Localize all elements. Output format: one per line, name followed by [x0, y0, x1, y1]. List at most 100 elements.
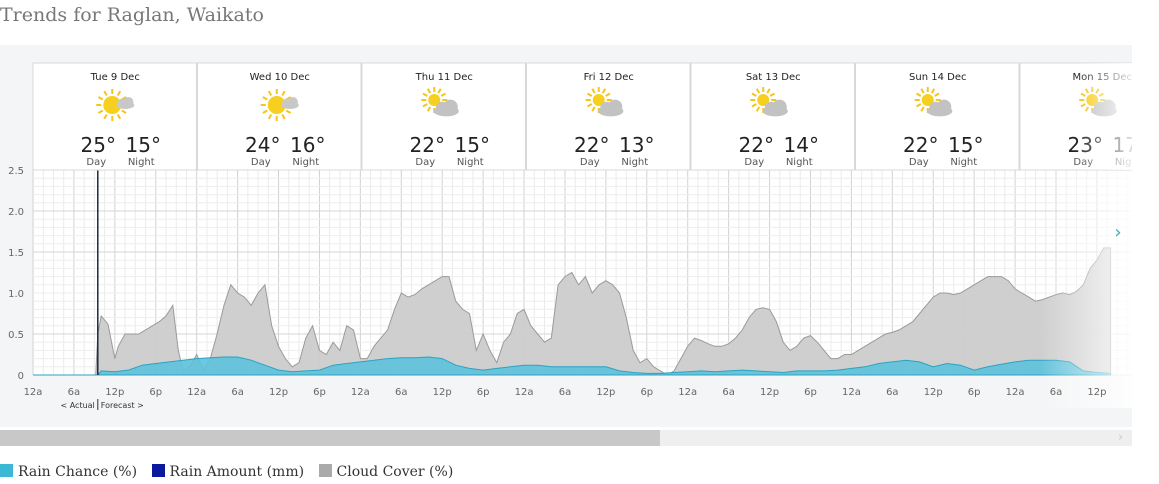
legend-rain-chance[interactable]: Rain Chance (%): [0, 464, 137, 480]
x-tick-label: 6a: [68, 387, 81, 398]
night-caption: Night: [950, 157, 977, 168]
scroll-right-arrow[interactable]: ›: [1118, 430, 1124, 445]
sun-ray: [262, 96, 268, 101]
x-tick-label: 12p: [760, 387, 779, 398]
sun-ray: [586, 103, 593, 108]
day-card-0[interactable]: Tue 9 Dec 25° 15° Day Night: [32, 62, 197, 171]
day-card-bg: [855, 62, 1020, 171]
night-caption: Night: [621, 157, 648, 168]
day-card-bg: [690, 62, 855, 171]
x-tick-label: 12a: [24, 387, 43, 398]
day-temp: 25°: [81, 133, 116, 157]
sun-ray: [769, 92, 776, 97]
sun-cloud-icon: [260, 89, 299, 121]
night-temp: 13°: [619, 133, 654, 157]
sun-disc: [428, 94, 441, 106]
sun-ray: [422, 103, 428, 108]
sun-disc: [103, 96, 122, 114]
day-label: Wed 10 Dec: [250, 72, 310, 83]
x-tick-label: 6p: [640, 387, 653, 398]
x-tick-label: 6a: [559, 387, 572, 398]
y-tick-label: 1.0: [8, 289, 24, 300]
day-caption: Day: [744, 157, 764, 168]
cloud-part: [936, 99, 952, 115]
sun-ray: [601, 88, 607, 94]
x-tick-label: 12p: [269, 387, 288, 398]
sun-ray: [755, 88, 761, 94]
night-caption: Night: [292, 157, 319, 168]
sun-ray: [755, 106, 761, 112]
x-tick-label: 12p: [1087, 387, 1106, 398]
x-tick-label: 6p: [313, 387, 326, 398]
legend: Rain Chance (%) Rain Amount (mm) Cloud C…: [0, 464, 463, 480]
sun-disc: [267, 96, 286, 114]
y-tick-label: 0.5: [8, 330, 24, 341]
partly-cloudy-icon: [750, 87, 788, 117]
day-label: Sat 13 Dec: [746, 72, 801, 83]
day-temp: 22°: [903, 133, 938, 157]
sun-ray: [422, 92, 428, 97]
forecast-label: Forecast >: [101, 401, 144, 410]
day-card-2[interactable]: Thu 11 Dec 22° 15° Day Night: [361, 62, 526, 171]
sun-ray: [103, 114, 108, 120]
day-card-4[interactable]: Sat 13 Dec 22° 14° Day Night: [690, 62, 855, 171]
legend-label: Rain Amount (mm): [169, 464, 305, 480]
day-caption: Day: [86, 157, 106, 168]
x-tick-label: 6p: [968, 387, 981, 398]
legend-rain-amount[interactable]: Rain Amount (mm): [151, 464, 305, 480]
day-temp: 22°: [574, 133, 609, 157]
partly-cloudy-icon: [914, 87, 953, 117]
night-temp: 15°: [948, 133, 983, 157]
partly-cloudy-icon: [421, 87, 459, 117]
trends-panel: 0 0.5 1.0 1.5 2.0 2.5 12a 6a 12p 6p 12a 6a 12p 6p 12a 6…: [0, 45, 1132, 427]
next-arrow-button[interactable]: ›: [1114, 222, 1121, 243]
day-card-bg: [32, 62, 197, 171]
card-fade: [1075, 63, 1132, 170]
sun-ray: [267, 90, 273, 96]
sun-ray: [586, 92, 593, 97]
x-tick-label: 12p: [924, 387, 943, 398]
day-temp: 22°: [739, 133, 774, 157]
x-tick-label: 12a: [187, 387, 206, 398]
day-card-bg: [197, 62, 362, 171]
sun-ray: [920, 106, 925, 112]
x-tick-label: 12p: [433, 387, 452, 398]
sun-ray: [285, 109, 292, 114]
day-card-bg: [361, 62, 526, 171]
y-tick-label: 0: [18, 371, 24, 382]
legend-cloud-cover[interactable]: Cloud Cover (%): [318, 464, 453, 480]
x-tick-label: 12p: [596, 387, 615, 398]
day-label: Fri 12 Dec: [584, 72, 634, 83]
trends-chart: 0 0.5 1.0 1.5 2.0 2.5 12a 6a 12p 6p 12a 6a 12p 6p 12a 6…: [8, 62, 1132, 410]
night-caption: Night: [128, 157, 155, 168]
sun-ray: [116, 114, 122, 120]
day-card-1[interactable]: Wed 10 Dec 24° 16° Day Night: [197, 62, 362, 171]
sun-ray: [591, 88, 596, 94]
x-tick-label: 6a: [1050, 387, 1063, 398]
day-card-3[interactable]: Fri 12 Dec 22° 13° Day Night: [526, 62, 691, 171]
night-caption: Night: [786, 157, 813, 168]
x-tick-label: 12a: [678, 387, 697, 398]
night-temp: 15°: [455, 133, 490, 157]
sun-ray: [426, 88, 432, 94]
day-card-5[interactable]: Sun 14 Dec 22° 15° Day Night: [855, 62, 1020, 171]
x-tick-label: 12a: [515, 387, 534, 398]
day-label: Tue 9 Dec: [90, 72, 140, 83]
day-temp: 22°: [410, 133, 445, 157]
scrollbar-thumb[interactable]: [0, 430, 660, 446]
sun-ray: [437, 88, 442, 94]
legend-swatch: [151, 464, 165, 477]
y-tick-label: 2.5: [8, 166, 24, 177]
cloud-cover-area: [33, 247, 1112, 376]
x-tick-label: 6a: [231, 387, 244, 398]
x-tick-label: 12p: [105, 387, 124, 398]
x-tick-label: 6p: [804, 387, 817, 398]
night-caption: Night: [457, 157, 484, 168]
x-tick-label: 12a: [842, 387, 861, 398]
x-tick-label: 6a: [395, 387, 408, 398]
sun-ray: [605, 92, 611, 97]
sun-ray: [934, 92, 940, 97]
day-caption: Day: [415, 157, 435, 168]
day-caption: Day: [251, 157, 271, 168]
x-tick-label: 12a: [1006, 387, 1025, 398]
